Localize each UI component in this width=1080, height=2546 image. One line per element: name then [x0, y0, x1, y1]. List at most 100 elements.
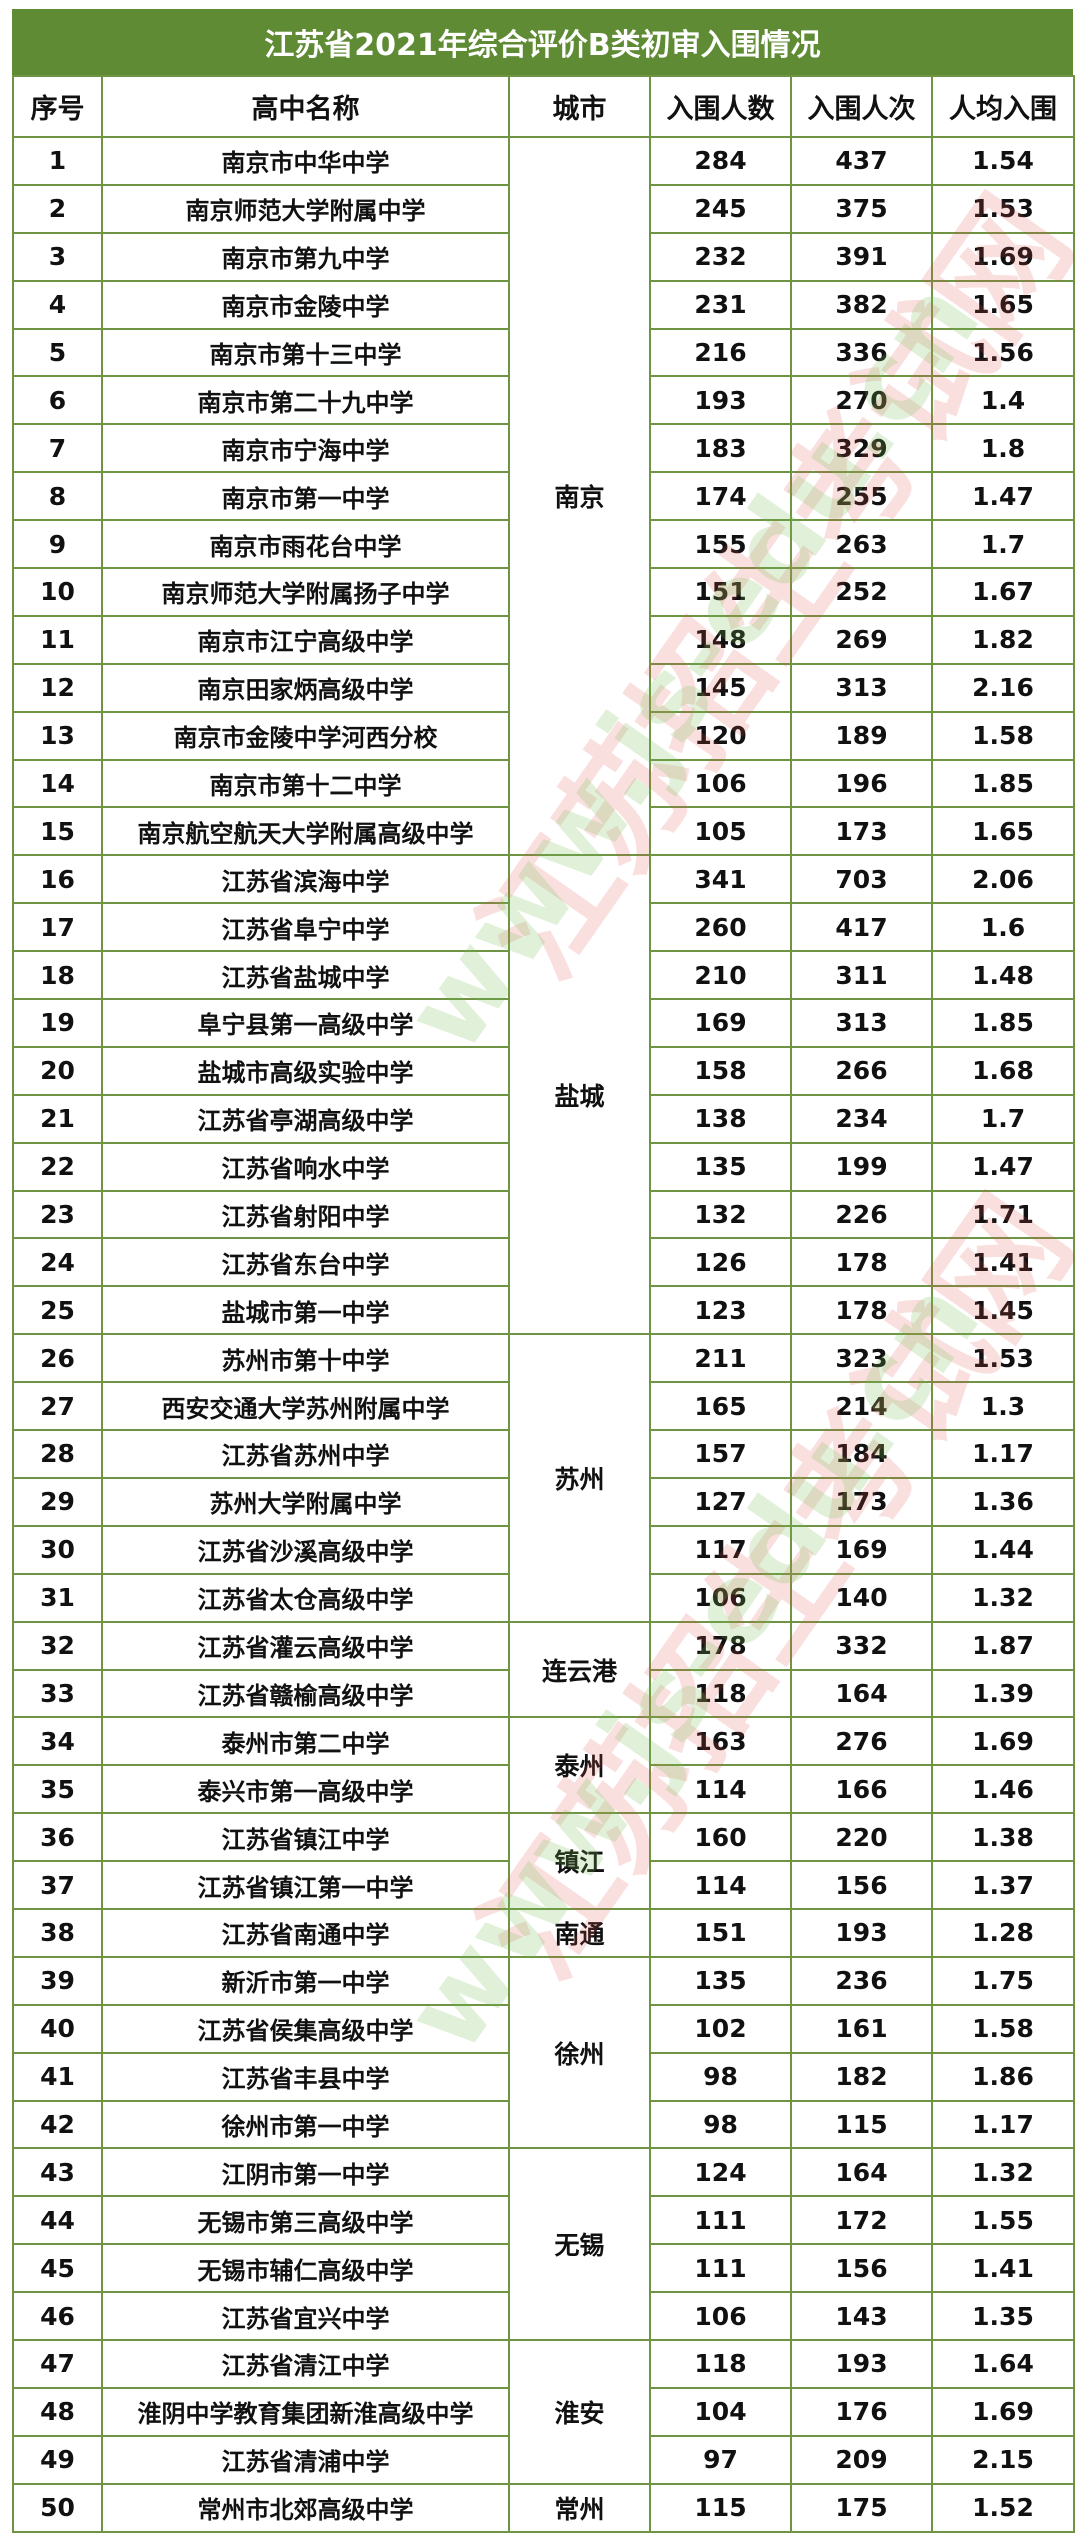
cell-average: 2.15 — [931, 2434, 1075, 2485]
cell-times: 176 — [790, 2386, 933, 2437]
table-row: 39 新沂市第一中学 徐州 135 236 1.75 — [12, 1955, 1075, 2150]
cell-count: 118 — [649, 1668, 792, 1719]
cell-count: 127 — [649, 1476, 792, 1527]
table-row: 10 南京师范大学附属扬子中学 151 252 1.67 — [12, 567, 1075, 617]
cell-school: 苏州大学附属中学 — [101, 1476, 510, 1527]
cell-index: 12 — [12, 662, 103, 713]
table-row: 21 江苏省亭湖高级中学 138 234 1.7 — [12, 1093, 1075, 1144]
cell-index: 11 — [12, 614, 103, 665]
cell-times: 266 — [790, 1045, 933, 1096]
cell-times: 193 — [790, 1907, 933, 1958]
table-row: 7 南京市宁海中学 183 329 1.8 — [12, 423, 1075, 474]
cell-count: 232 — [649, 231, 792, 282]
cell-index: 1 — [12, 136, 103, 186]
cell-times: 164 — [790, 1668, 933, 1719]
cell-index: 6 — [12, 375, 103, 426]
cell-times: 323 — [790, 1333, 933, 1384]
cell-average: 1.71 — [931, 1189, 1075, 1240]
cell-count: 118 — [649, 2338, 792, 2389]
cell-index: 42 — [12, 2099, 103, 2150]
table-row: 11 南京市江宁高级中学 148 269 1.82 — [12, 614, 1075, 665]
cell-city: 苏州 — [508, 1333, 651, 1623]
table-row: 28 江苏省苏州中学 157 184 1.17 — [12, 1429, 1075, 1479]
cell-school: 南京航空航天大学附属高级中学 — [101, 806, 510, 857]
cell-city: 盐城 — [508, 854, 651, 1336]
cell-count: 160 — [649, 1812, 792, 1863]
cell-count: 145 — [649, 662, 792, 713]
cell-school: 江苏省清江中学 — [101, 2338, 510, 2389]
cell-count: 124 — [649, 2147, 792, 2198]
cell-school: 江苏省苏州中学 — [101, 1429, 510, 1479]
cell-school: 江苏省沙溪高级中学 — [101, 1524, 510, 1575]
cell-times: 437 — [790, 136, 933, 186]
cell-school: 江苏省射阳中学 — [101, 1189, 510, 1240]
cell-index: 24 — [12, 1237, 103, 1288]
cell-index: 37 — [12, 1860, 103, 1910]
cell-index: 17 — [12, 902, 103, 953]
cell-count: 98 — [649, 2051, 792, 2102]
cell-count: 151 — [649, 1907, 792, 1958]
cell-count: 105 — [649, 806, 792, 857]
cell-index: 30 — [12, 1524, 103, 1575]
table-row: 38 江苏省南通中学 南通 151 193 1.28 — [12, 1907, 1075, 1958]
cell-school: 南京市第一中学 — [101, 471, 510, 522]
table-row: 3 南京市第九中学 232 391 1.69 — [12, 231, 1075, 282]
table-row: 41 江苏省丰县中学 98 182 1.86 — [12, 2051, 1075, 2102]
cell-times: 276 — [790, 1716, 933, 1767]
cell-count: 115 — [649, 2482, 792, 2533]
table-row: 6 南京市第二十九中学 193 270 1.4 — [12, 375, 1075, 426]
cell-count: 151 — [649, 567, 792, 617]
cell-index: 26 — [12, 1333, 103, 1384]
cell-school: 江苏省灌云高级中学 — [101, 1620, 510, 1671]
table-row: 36 江苏省镇江中学 镇江 160 220 1.38 — [12, 1812, 1075, 1910]
table-row: 12 南京田家炳高级中学 145 313 2.16 — [12, 662, 1075, 713]
cell-school: 南京市第二十九中学 — [101, 375, 510, 426]
cell-count: 193 — [649, 375, 792, 426]
cell-times: 417 — [790, 902, 933, 953]
cell-count: 132 — [649, 1189, 792, 1240]
cell-index: 19 — [12, 998, 103, 1048]
cell-average: 1.38 — [931, 1812, 1075, 1863]
cell-city: 南通 — [508, 1907, 651, 1958]
cell-school: 南京市宁海中学 — [101, 423, 510, 474]
cell-count: 169 — [649, 998, 792, 1048]
cell-average: 1.53 — [931, 1333, 1075, 1384]
cell-school: 江苏省赣榆高级中学 — [101, 1668, 510, 1719]
cell-times: 263 — [790, 519, 933, 570]
cell-count: 245 — [649, 183, 792, 234]
cell-average: 1.56 — [931, 327, 1075, 378]
table-row: 16 江苏省滨海中学 盐城 341 703 2.06 — [12, 854, 1075, 1336]
cell-count: 102 — [649, 2003, 792, 2054]
cell-times: 375 — [790, 183, 933, 234]
cell-average: 1.4 — [931, 375, 1075, 426]
header-count: 入围人数 — [649, 75, 792, 138]
cell-times: 270 — [790, 375, 933, 426]
cell-average: 1.69 — [931, 2386, 1075, 2437]
cell-school: 南京市第九中学 — [101, 231, 510, 282]
table-row: 31 江苏省太仓高级中学 106 140 1.32 — [12, 1572, 1075, 1623]
cell-times: 172 — [790, 2195, 933, 2246]
cell-school: 江苏省盐城中学 — [101, 950, 510, 1001]
cell-average: 1.55 — [931, 2195, 1075, 2246]
cell-count: 178 — [649, 1620, 792, 1671]
cell-city: 南京 — [508, 135, 651, 857]
cell-count: 120 — [649, 710, 792, 761]
cell-index: 29 — [12, 1476, 103, 1527]
cell-times: 178 — [790, 1285, 933, 1336]
table-row: 27 西安交通大学苏州附属中学 165 214 1.3 — [12, 1381, 1075, 1432]
cell-index: 50 — [12, 2482, 103, 2533]
cell-count: 111 — [649, 2195, 792, 2246]
table-row: 26 苏州市第十中学 苏州 211 323 1.53 — [12, 1333, 1075, 1623]
cell-times: 178 — [790, 1237, 933, 1288]
cell-count: 123 — [649, 1285, 792, 1336]
cell-count: 158 — [649, 1045, 792, 1096]
cell-school: 新沂市第一中学 — [101, 1955, 510, 2006]
cell-count: 284 — [649, 136, 792, 186]
table-row: 4 南京市金陵中学 231 382 1.65 — [12, 279, 1075, 330]
cell-school: 江苏省清浦中学 — [101, 2434, 510, 2485]
table-row: 49 江苏省清浦中学 97 209 2.15 — [12, 2434, 1075, 2485]
header-average: 人均入围 — [931, 75, 1075, 138]
cell-average: 1.32 — [931, 1572, 1075, 1623]
cell-school: 南京师范大学附属中学 — [101, 183, 510, 234]
cell-count: 98 — [649, 2099, 792, 2150]
